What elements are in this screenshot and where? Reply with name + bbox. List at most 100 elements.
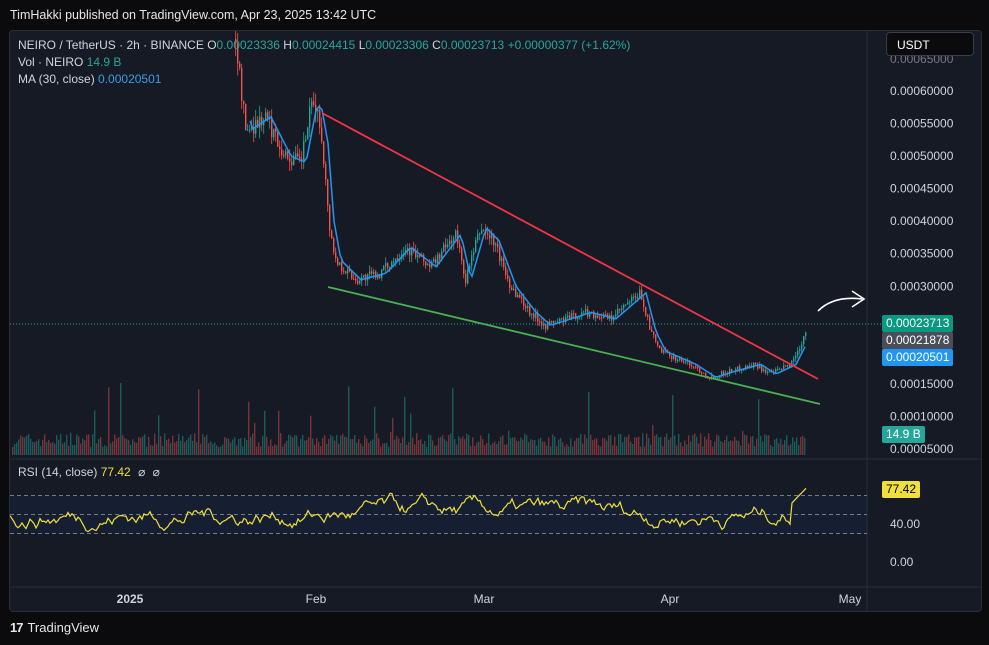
candle-body	[625, 304, 627, 306]
volume-bar	[794, 441, 796, 455]
candle-body	[703, 372, 705, 374]
volume-bar	[586, 438, 588, 455]
candle-body	[347, 269, 349, 274]
volume-bar	[156, 444, 158, 455]
candle-body	[691, 365, 693, 367]
chart-panel[interactable]: 0.00060000 0.00055000 0.00050000 0.00045000…	[9, 30, 982, 612]
volume-bar	[238, 438, 240, 455]
candle-body	[619, 308, 621, 311]
volume-bar	[88, 434, 90, 455]
volume-bar	[356, 442, 358, 455]
volume-bar	[308, 437, 310, 455]
candle-body	[769, 371, 771, 373]
rsi-label[interactable]: RSI (14, close)	[18, 465, 98, 479]
volume-bar	[428, 434, 430, 455]
volume-bar	[426, 446, 428, 455]
candle-body	[617, 308, 619, 315]
candle-body	[327, 179, 329, 206]
eye-off-icon[interactable]: ⌀	[152, 465, 160, 479]
symbol-label[interactable]: NEIRO / TetherUS · 2h · BINANCE	[18, 38, 204, 52]
rsi-tick-label: 0.00	[890, 555, 914, 569]
volume-bar	[384, 443, 386, 455]
volume-bar	[762, 441, 764, 455]
chart-canvas[interactable]: 0.00060000 0.00055000 0.00050000 0.00045000…	[10, 31, 981, 611]
candle-body	[761, 365, 763, 372]
volume-bar	[130, 444, 132, 455]
currency-button[interactable]: USDT	[886, 32, 974, 56]
candle-body	[449, 240, 451, 245]
volume-bar	[328, 438, 330, 455]
candle-body	[777, 368, 779, 370]
candle-body	[621, 308, 623, 311]
ma-label[interactable]: MA (30, close)	[18, 72, 95, 86]
candle-body	[407, 248, 409, 250]
eye-off-icon[interactable]: ⌀	[138, 465, 146, 479]
rsi-tick-label: 40.00	[890, 517, 920, 531]
volume-bar	[584, 434, 586, 455]
candle-body	[431, 262, 433, 267]
volume-bar	[510, 438, 512, 455]
volume-bar	[108, 387, 110, 455]
candle-body	[737, 366, 739, 369]
volume-bar	[318, 442, 320, 455]
ma-price-tag: 0.00020501	[882, 349, 954, 366]
volume-bar	[688, 435, 690, 455]
volume-bar	[680, 442, 682, 455]
volume-bar	[216, 445, 218, 455]
candle-body	[767, 371, 769, 373]
volume-bar	[48, 439, 50, 455]
volume-bar	[336, 435, 338, 455]
volume-bar	[276, 445, 278, 455]
candle-body	[593, 311, 595, 318]
volume-bar	[618, 433, 620, 455]
volume-bar	[104, 445, 106, 455]
volume-bar	[298, 446, 300, 455]
candle-body	[459, 243, 461, 249]
volume-bar	[260, 446, 262, 455]
volume-bar	[518, 441, 520, 455]
volume-bar	[142, 436, 144, 455]
candle-body	[575, 313, 577, 320]
volume-bar	[470, 446, 472, 455]
volume-bar	[136, 442, 138, 455]
candle-body	[601, 317, 603, 319]
volume-bar	[432, 440, 434, 455]
tradingview-brand[interactable]: TradingView	[27, 620, 100, 635]
volume-bar	[218, 446, 220, 455]
volume-bar	[544, 441, 546, 455]
volume-bar	[202, 434, 204, 455]
candle-body	[405, 249, 407, 254]
last-price-tag: 0.00023713	[882, 315, 954, 332]
volume-bar	[392, 417, 394, 455]
candle-body	[239, 63, 241, 68]
candle-body	[273, 128, 275, 138]
candle-body	[453, 238, 455, 244]
volume-bar	[138, 436, 140, 455]
volume-bar	[422, 444, 424, 455]
volume-bar	[70, 432, 72, 455]
volume-bar	[406, 444, 408, 455]
candle-body	[531, 313, 533, 315]
candle-body	[755, 362, 757, 364]
candle-body	[307, 127, 309, 140]
candle-body	[499, 247, 501, 261]
candle-body	[639, 289, 641, 298]
volume-bar	[124, 437, 126, 455]
candle-body	[535, 312, 537, 318]
volume-bar	[34, 442, 36, 455]
tradingview-logo-icon[interactable]: 17	[10, 620, 24, 635]
volume-bar	[170, 443, 172, 455]
candle-body	[263, 120, 265, 126]
volume-bar	[550, 446, 552, 455]
candle-body	[237, 43, 239, 64]
volume-bar	[22, 437, 24, 455]
candle-body	[369, 271, 371, 275]
volume-bar	[614, 436, 616, 455]
volume-bar	[246, 439, 248, 455]
candle-body	[287, 151, 289, 159]
candle-body	[615, 314, 617, 317]
volume-label[interactable]: Vol · NEIRO	[18, 55, 84, 69]
volume-bar	[508, 430, 510, 455]
volume-bar	[514, 437, 516, 455]
volume-bar	[572, 446, 574, 455]
